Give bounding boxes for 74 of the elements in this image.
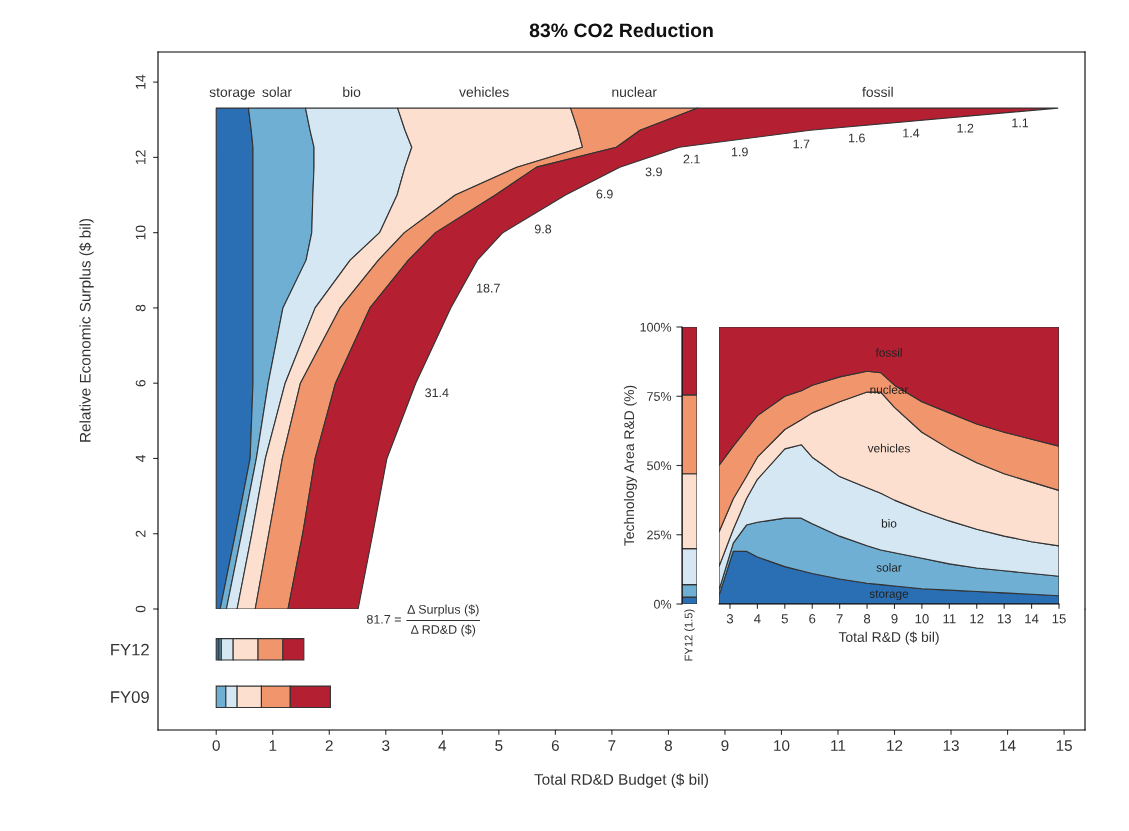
y-tick-label: 75% bbox=[647, 392, 672, 401]
annotation: Δ Surplus ($) Δ RD&D ($) bbox=[407, 604, 479, 637]
x-tick-label: 9 bbox=[721, 740, 729, 751]
x-tick-label: 14 bbox=[1025, 614, 1039, 624]
series-label: fossil bbox=[862, 86, 893, 97]
series-label: vehicles bbox=[867, 443, 910, 453]
x-tick-label: 15 bbox=[1052, 614, 1066, 624]
y-axis-title: Technology Area R&D (%) bbox=[623, 385, 637, 546]
x-tick-label: 13 bbox=[943, 740, 959, 751]
x-tick-label: 13 bbox=[997, 614, 1011, 624]
x-tick-label: 8 bbox=[863, 614, 871, 624]
annotation: 1.6 bbox=[848, 133, 865, 143]
x-tick-label: 5 bbox=[495, 740, 503, 751]
y-tick-label: 0% bbox=[654, 599, 672, 609]
chart-title: 83% CO2 Reduction bbox=[529, 22, 713, 38]
x-tick-label: 10 bbox=[915, 614, 929, 624]
x-axis-title: Total RD&D Budget ($ bil) bbox=[534, 773, 709, 788]
y-tick-label: 2 bbox=[135, 530, 146, 537]
y-tick-label: 6 bbox=[135, 379, 146, 387]
annotation: 3.9 bbox=[645, 167, 662, 177]
x-tick-label: 3 bbox=[726, 614, 734, 624]
y-tick-label: 8 bbox=[135, 304, 146, 312]
x-tick-label: 2 bbox=[325, 740, 333, 751]
annotation: 18.7 bbox=[477, 283, 500, 293]
x-tick-label: 14 bbox=[1000, 740, 1016, 751]
series-label: storage bbox=[869, 590, 909, 601]
annotation: 1.4 bbox=[903, 128, 920, 138]
annotation: 81.7 = bbox=[366, 614, 401, 624]
y-tick-label: 50% bbox=[647, 461, 672, 471]
x-tick-label: 7 bbox=[608, 740, 616, 751]
x-tick-label: 15 bbox=[1056, 740, 1072, 751]
x-tick-label: 1 bbox=[269, 740, 277, 751]
y-tick-label: 0 bbox=[135, 605, 146, 613]
x-tick-label: 0 bbox=[212, 740, 220, 751]
y-axis-title: Relative Economic Surplus ($ bil) bbox=[79, 218, 94, 442]
x-tick-label: 7 bbox=[836, 614, 843, 624]
series-label: fossil bbox=[875, 348, 902, 357]
y-tick-label: FY09 bbox=[111, 691, 149, 703]
annotation: 6.9 bbox=[596, 189, 613, 199]
y-tick-label: 14 bbox=[135, 74, 146, 89]
y-tick-label: 25% bbox=[647, 530, 672, 540]
series-label: solar bbox=[876, 563, 902, 572]
annotation: 1.1 bbox=[1012, 118, 1029, 128]
x-tick-label: 12 bbox=[970, 614, 984, 624]
x-tick-label: 4 bbox=[754, 614, 761, 624]
x-tick-label: 10 bbox=[774, 740, 790, 751]
annotation: 1.2 bbox=[957, 123, 974, 133]
series-label: nuclear bbox=[612, 86, 657, 97]
x-tick-label: 11 bbox=[943, 614, 956, 624]
x-tick-label: 9 bbox=[891, 614, 898, 624]
annotation: 1.9 bbox=[731, 147, 748, 157]
annotation: 9.8 bbox=[534, 224, 552, 234]
x-tick-label: 6 bbox=[809, 614, 816, 624]
series-label: vehicles bbox=[459, 86, 509, 97]
series-label: bio bbox=[881, 519, 897, 528]
x-axis-title: Total R&D ($ bil) bbox=[838, 631, 939, 645]
x-tick-label: 3 bbox=[382, 740, 390, 751]
annotation: 1.7 bbox=[793, 139, 810, 149]
x-tick-label: 4 bbox=[438, 740, 447, 751]
x-tick-label: FY12 (1.5) bbox=[684, 609, 695, 661]
y-tick-label: FY12 bbox=[111, 643, 149, 656]
annotation: 31.4 bbox=[425, 388, 449, 398]
x-tick-label: 12 bbox=[887, 740, 903, 751]
series-label: solar bbox=[262, 86, 292, 97]
y-tick-label: 10 bbox=[135, 225, 146, 240]
y-tick-label: 12 bbox=[135, 150, 146, 165]
annotation: 2.1 bbox=[683, 154, 700, 164]
y-tick-label: 4 bbox=[135, 455, 146, 462]
series-label: storage bbox=[209, 87, 255, 100]
series-label: bio bbox=[343, 86, 361, 97]
y-tick-label: 100% bbox=[640, 322, 672, 332]
x-tick-label: 11 bbox=[831, 740, 846, 751]
x-tick-label: 5 bbox=[781, 614, 788, 624]
x-tick-label: 6 bbox=[551, 740, 559, 751]
